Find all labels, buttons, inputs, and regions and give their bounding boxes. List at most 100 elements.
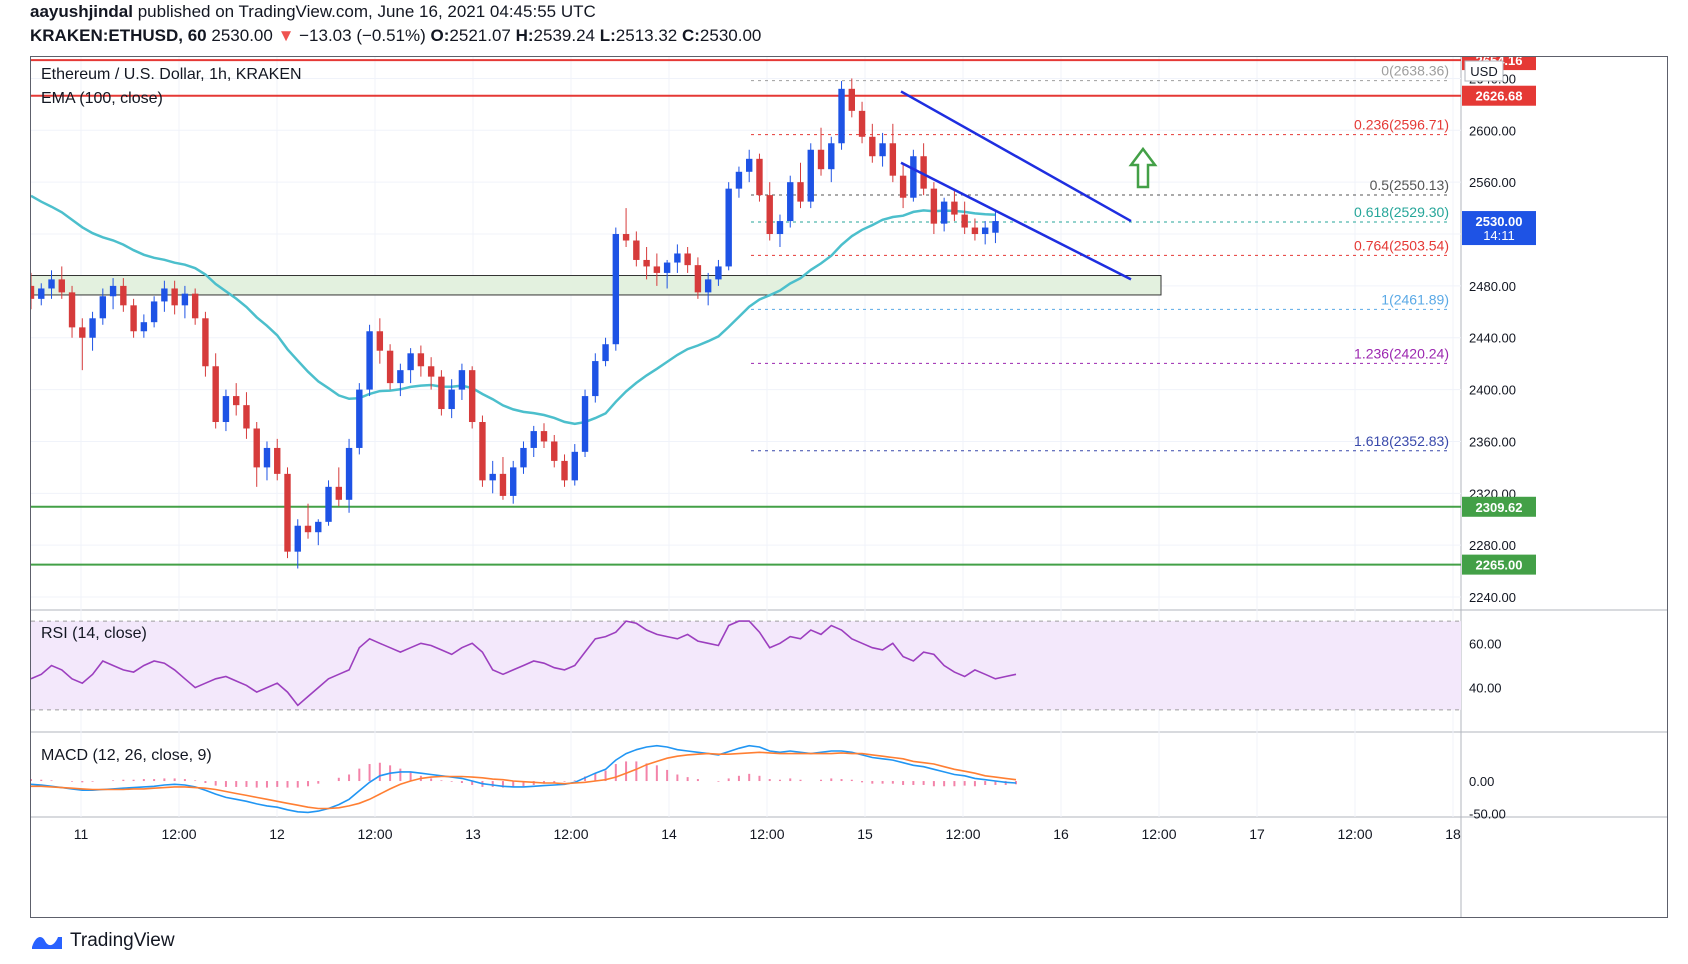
- time-tick-label: 18: [1445, 826, 1461, 842]
- time-tick-label: 12: [269, 826, 285, 842]
- candle-body: [879, 143, 886, 157]
- candle-body: [253, 428, 260, 468]
- channel-upper-line: [900, 90, 1132, 223]
- price-label: 2530.00: [1476, 214, 1523, 229]
- open-label: O:: [430, 26, 450, 45]
- fib-level-label: 0.236(2596.71): [1354, 117, 1449, 133]
- candle-body: [79, 327, 86, 338]
- macd-tick-label: 0.00: [1469, 774, 1494, 789]
- chart-canvas[interactable]: 11 12:00 12 12:00 13 12:00 14 12:00 15 12:00 16 12:…: [27, 50, 1667, 917]
- time-tick-label: 14: [661, 826, 677, 842]
- countdown-label: 14:11: [1483, 228, 1515, 243]
- candle-body: [130, 305, 137, 332]
- fib-level-label: 1.236(2420.24): [1354, 345, 1449, 361]
- price-change: −13.03 (−0.51%): [299, 26, 426, 45]
- candle-body: [715, 266, 722, 280]
- candle-body: [263, 447, 271, 468]
- candle-body: [643, 259, 650, 267]
- low-label: L:: [599, 26, 616, 45]
- candle-body: [89, 318, 96, 338]
- candle-body: [951, 201, 958, 215]
- candle-body: [622, 234, 630, 241]
- candle-body: [612, 234, 620, 345]
- candle-body: [653, 266, 661, 273]
- rsi-line: [30, 620, 1017, 707]
- price-tick-label: 2280.00: [1469, 538, 1516, 553]
- time-tick-label: 12:00: [161, 826, 196, 842]
- candle-body: [787, 182, 794, 222]
- candle-body: [243, 405, 250, 429]
- candle-body: [920, 156, 927, 189]
- candle-body: [99, 296, 107, 319]
- open-value: 2521.07: [449, 26, 511, 45]
- candle-body: [910, 156, 917, 198]
- tradingview-logo[interactable]: TradingView: [30, 930, 175, 952]
- candle-body: [899, 175, 907, 198]
- time-tick-label: 17: [1249, 826, 1265, 842]
- candle-body: [746, 158, 753, 172]
- candle-body: [376, 331, 384, 351]
- brand-name: TradingView: [70, 930, 175, 951]
- price-label-box: [1462, 554, 1536, 575]
- candle-body: [592, 361, 599, 397]
- candle-body: [520, 447, 527, 468]
- candle-body: [427, 366, 435, 377]
- fib-level-label: 0.618(2529.30): [1354, 204, 1449, 220]
- candle-body: [530, 431, 537, 448]
- price-tick-label: 2480.00: [1469, 279, 1516, 294]
- rsi-tick-label: 40.00: [1469, 681, 1502, 696]
- candle-body: [735, 171, 743, 189]
- macd-tick-label: -50.00: [1469, 807, 1506, 822]
- candle-body: [602, 344, 609, 362]
- candle-body: [817, 149, 825, 170]
- price-label-box: [1462, 496, 1536, 517]
- candle-body: [766, 195, 773, 235]
- candle-body: [694, 265, 702, 293]
- price-tick-label: 2400.00: [1469, 383, 1516, 398]
- price-panel-title: Ethereum / U.S. Dollar, 1h, KRAKEN: [41, 66, 302, 83]
- candle-body: [438, 376, 445, 410]
- candle-body: [58, 279, 65, 293]
- signal-line: [31, 751, 1017, 810]
- chart-frame: 11 12:00 12 12:00 13 12:00 14 12:00 15 12:00 16 12:…: [27, 50, 1668, 918]
- symbol-name: KRAKEN:ETHUSD, 60: [30, 26, 207, 45]
- time-tick-label: 12:00: [945, 826, 980, 842]
- price-tick-label: 2600.00: [1469, 123, 1516, 138]
- candle-body: [971, 227, 979, 235]
- candle-body: [335, 486, 342, 500]
- candle-body: [233, 396, 240, 406]
- candle-body: [571, 451, 578, 481]
- time-tick-label: 12:00: [1337, 826, 1372, 842]
- candle-body: [510, 467, 517, 496]
- candle-body: [797, 182, 804, 202]
- currency-box: [1464, 60, 1504, 82]
- time-tick-label: 12:00: [1141, 826, 1176, 842]
- fib-level-label: 1.618(2352.83): [1354, 433, 1449, 449]
- price-label-box: [1462, 211, 1536, 246]
- author-name[interactable]: aayushjindal: [30, 2, 133, 21]
- candle-body: [499, 473, 507, 496]
- candle-body: [448, 389, 455, 410]
- candle-body: [325, 486, 332, 522]
- candle-body: [109, 285, 117, 297]
- publish-info: aayushjindal published on TradingView.co…: [30, 2, 596, 22]
- candle-body: [561, 460, 568, 481]
- candle-body: [992, 221, 999, 233]
- candle-body: [479, 422, 486, 481]
- candle-body: [38, 288, 45, 299]
- time-tick-label: 15: [857, 826, 873, 842]
- candle-body: [356, 389, 363, 448]
- close-label: C:: [681, 26, 700, 45]
- candle-body: [930, 188, 938, 224]
- channel-lower-line: [900, 161, 1132, 281]
- candle-body: [725, 188, 732, 267]
- candle-body: [212, 366, 219, 423]
- price-tick-label: 2560.00: [1469, 175, 1516, 190]
- candle-body: [468, 370, 476, 423]
- candle-body: [869, 136, 876, 157]
- candle-body: [120, 285, 127, 306]
- candle-body: [171, 288, 178, 306]
- time-tick-label: 12:00: [553, 826, 588, 842]
- high-label: H:: [515, 26, 534, 45]
- candle-body: [48, 279, 55, 289]
